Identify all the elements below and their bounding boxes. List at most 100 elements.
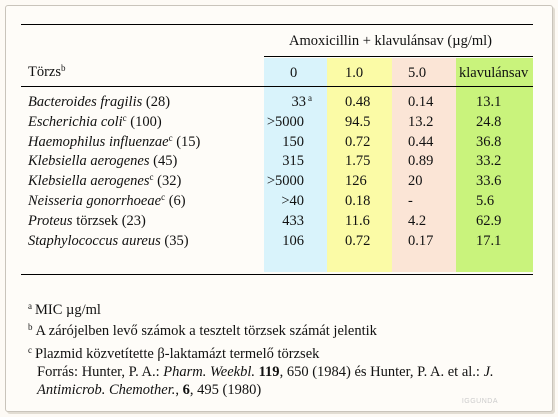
- header-rule: [21, 86, 533, 87]
- source-citation: Forrás: Hunter, P. A.: Pharm. Weekbl. 11…: [37, 364, 494, 398]
- source-journal-1: Pharm. Weekbl.: [163, 364, 255, 380]
- strain-count: (15): [176, 133, 201, 150]
- watermark: IGGUNDA: [461, 398, 498, 405]
- group-rule: [264, 56, 533, 57]
- value-cell: 0.18: [345, 192, 370, 210]
- footnote-text: Plazmid közvetítette β-laktamázt termelő…: [35, 346, 320, 362]
- col-header-3: klavulánsav: [459, 65, 529, 81]
- value-text: -: [408, 193, 413, 209]
- col-bg-1: [327, 58, 392, 272]
- organism-name: Escherichia coli: [28, 113, 123, 130]
- value-text: 106: [282, 232, 304, 249]
- value-sup: a: [308, 93, 312, 103]
- strain-count: (32): [157, 173, 182, 190]
- value-cell: 0.89: [408, 152, 433, 170]
- organism-name: Neisseria gonorrhoeae: [28, 193, 162, 209]
- value-text: >40: [281, 193, 304, 209]
- value-text: 5.6: [476, 193, 495, 209]
- table-row: Klebsiella aerogenes (45): [28, 152, 177, 170]
- footnote-c: c Plazmid közvetítette β-laktamázt termel…: [28, 341, 319, 363]
- value-text: 0.44: [408, 133, 434, 150]
- value-cell: 33 a: [292, 93, 313, 111]
- strain-count: (6): [168, 193, 186, 209]
- top-rule: [21, 24, 533, 25]
- value-cell: 5.6: [476, 192, 494, 210]
- organism-sup: c: [168, 132, 173, 143]
- organism-sup: c: [122, 112, 127, 123]
- col-bg-3: [456, 58, 533, 272]
- value-text: 0.18: [345, 193, 371, 209]
- col-header-1: 1.0: [345, 65, 364, 81]
- value-text: 433: [282, 212, 304, 229]
- value-text: 4.2: [408, 212, 427, 229]
- value-cell: 13.2: [408, 113, 433, 131]
- source-rest-2: , 495 (1980): [189, 382, 262, 398]
- value-text: 0.72: [345, 133, 371, 150]
- value-text: 126: [345, 173, 367, 190]
- value-cell: -: [408, 192, 413, 210]
- value-cell: 0.44: [408, 133, 433, 151]
- organism-suffix: törzsek: [76, 212, 119, 229]
- table-row: Haemophilus influenzaec (15): [28, 133, 200, 151]
- row-header-label: Törzs: [28, 64, 62, 80]
- source-journal-2: J. Antimicrob. Chemother.: [37, 364, 494, 398]
- value-text: 150: [282, 133, 304, 150]
- footnote-a: a MIC µg/ml: [28, 297, 101, 319]
- value-cell: 36.8: [476, 133, 501, 151]
- value-cell: 62.9: [476, 212, 501, 230]
- table-row: Bacteroides fragilis (28): [28, 93, 170, 111]
- value-cell: 33.2: [476, 152, 501, 170]
- organism-sup: c: [149, 172, 154, 183]
- col-header-2: 5.0: [408, 65, 427, 81]
- value-text: >5000: [266, 113, 304, 130]
- value-cell: 33.6: [476, 172, 501, 190]
- strain-count: (35): [164, 232, 189, 249]
- value-cell: 1.75: [345, 152, 370, 170]
- bottom-rule: [21, 274, 533, 275]
- value-text: 33.6: [476, 173, 502, 190]
- footnote-text: MIC µg/ml: [35, 302, 101, 318]
- value-text: 0.72: [345, 232, 371, 249]
- value-cell: >40: [281, 192, 304, 210]
- table-row: Neisseria gonorrhoeaec (6): [28, 192, 186, 210]
- value-text: 33.2: [476, 153, 502, 170]
- source-volume-2: 6: [182, 382, 190, 398]
- value-cell: 20: [408, 172, 423, 190]
- group-header: Amoxicillin + klavulánsav (µg/ml): [289, 33, 492, 49]
- source-volume-1: 119: [258, 364, 280, 380]
- col-bg-2: [392, 58, 456, 272]
- strain-count: (28): [145, 94, 171, 110]
- organism-name: Klebsiella aerogenes: [28, 153, 150, 170]
- table-row: Klebsiella aerogenesc (32): [28, 172, 181, 190]
- table-row: Proteus törzsek (23): [28, 212, 146, 230]
- organism-name: Proteus: [28, 212, 73, 229]
- value-text: 24.8: [476, 113, 502, 130]
- footnote-mark: c: [28, 345, 32, 355]
- value-text: 0.14: [408, 94, 434, 110]
- value-cell: 315: [282, 152, 304, 170]
- source-rest-1: , 650 (1984) és Hunter, P. A. et al.:: [279, 364, 484, 380]
- value-text: 0.48: [345, 94, 371, 110]
- value-cell: 106: [282, 232, 304, 250]
- value-text: 13.2: [408, 113, 434, 130]
- strain-count: (45): [153, 153, 178, 170]
- table-row: Staphylococcus aureus (35): [28, 232, 189, 250]
- organism-name: Staphylococcus aureus: [28, 232, 161, 249]
- value-cell: >5000: [267, 172, 304, 190]
- value-text: 20: [408, 173, 423, 190]
- value-text: 13.1: [476, 94, 502, 110]
- value-text: 0.89: [408, 153, 434, 170]
- strain-count: (100): [130, 113, 162, 130]
- value-cell: 0.17: [408, 232, 433, 250]
- organism-name: Klebsiella aerogenes: [28, 173, 150, 190]
- value-cell: 94.5: [345, 113, 370, 131]
- value-cell: 0.72: [345, 232, 370, 250]
- table-row: Escherichia colic (100): [28, 113, 162, 131]
- value-cell: 150: [282, 133, 304, 151]
- value-cell: 126: [345, 172, 367, 190]
- value-cell: 4.2: [408, 212, 426, 230]
- value-text: >5000: [266, 173, 304, 190]
- value-text: 17.1: [476, 232, 502, 249]
- value-cell: 0.72: [345, 133, 370, 151]
